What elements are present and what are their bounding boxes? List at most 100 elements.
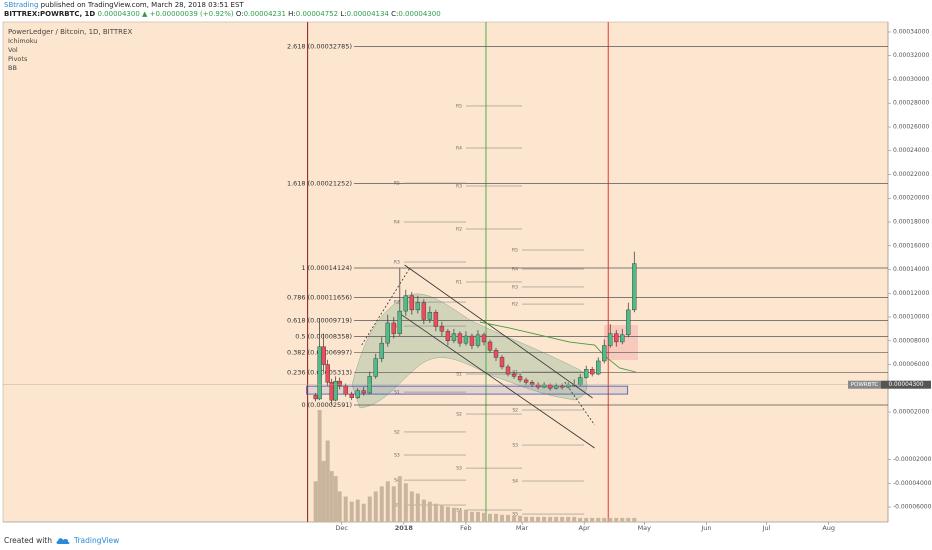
- volume-bar: [439, 505, 444, 522]
- candle-body: [403, 295, 409, 312]
- candle-body: [397, 310, 403, 334]
- volume-bar: [584, 517, 589, 522]
- volume-bar: [333, 476, 338, 522]
- candle-body: [457, 333, 463, 344]
- pivot-label: S1: [394, 390, 400, 396]
- candle-body: [333, 380, 338, 401]
- trendline: [564, 381, 595, 426]
- pivot-label: S4: [512, 479, 518, 485]
- volume-bar: [321, 460, 326, 522]
- volume-bar: [596, 517, 601, 522]
- pivot-label: S1: [512, 370, 518, 376]
- y-tick-label: 0.00028000: [893, 100, 929, 107]
- y-tick-label: 0.00016000: [893, 242, 929, 249]
- y-tick-label: 0.00020000: [893, 195, 929, 202]
- y-tick-label: -0.00006000: [893, 504, 932, 511]
- y-tick-label: 0.00026000: [893, 123, 929, 130]
- last-price: 0.00004300: [97, 10, 140, 18]
- candle-body: [608, 333, 613, 346]
- pivot-label: R5: [456, 103, 462, 109]
- volume-bar: [487, 513, 492, 522]
- volume-bar: [542, 516, 547, 522]
- ohlc-value: 0.00004300: [398, 10, 441, 18]
- candle-body: [313, 395, 318, 400]
- pivot-label: R1: [394, 324, 400, 330]
- pivot-label: S2: [394, 429, 400, 435]
- volume-bar: [536, 516, 541, 522]
- candle-body: [433, 312, 439, 327]
- ohlc-label: O:: [235, 10, 244, 18]
- ohlc-label: L:: [340, 10, 347, 18]
- y-tick-label: 0.00006000: [893, 361, 929, 368]
- candle-body: [337, 380, 342, 387]
- pivot-label: R3: [512, 284, 518, 290]
- legend-item: BB: [8, 64, 17, 72]
- fib-label: 2.618 (0.00032785): [287, 42, 352, 50]
- volume-bar: [614, 517, 619, 522]
- y-tick-label: 0.00014000: [893, 266, 929, 273]
- y-tick-label: 0.00032000: [893, 52, 929, 59]
- candle-body: [553, 385, 559, 389]
- y-tick-label: 0.00018000: [893, 219, 929, 226]
- candle-body: [529, 382, 535, 385]
- candle-body: [409, 295, 415, 311]
- y-tick-label: 0.00022000: [893, 171, 929, 178]
- pivot-label: S3: [512, 443, 518, 449]
- volume-bar: [385, 481, 390, 522]
- volume-bar: [554, 516, 559, 522]
- volume-bar: [451, 507, 456, 522]
- volume-bar: [379, 486, 384, 522]
- volume-bar: [433, 503, 438, 522]
- candle-body: [614, 333, 619, 343]
- candle-body: [517, 376, 523, 381]
- candle-body: [505, 366, 511, 375]
- volume-bar: [548, 516, 553, 522]
- fib-label: 0.786 (0.00011656): [287, 293, 352, 301]
- logo: [56, 538, 70, 544]
- legend-item: Ichimoku: [8, 37, 37, 45]
- ohlc-value: 0.00004231: [243, 10, 286, 18]
- symbol: BITTREX:POWRBTC, 1D: [4, 10, 96, 18]
- volume-bar: [397, 476, 402, 522]
- x-tick-label: Dec: [335, 524, 348, 532]
- candle-body: [329, 382, 334, 401]
- y-tick-label: 0.00012000: [893, 290, 929, 297]
- author: SBtrading: [4, 1, 39, 9]
- volume-bar: [632, 517, 637, 522]
- candle-body: [361, 390, 366, 394]
- trendline: [361, 268, 410, 346]
- volume-bar: [530, 516, 535, 522]
- support-zone: [306, 385, 629, 395]
- pivot-label: R4: [456, 146, 462, 152]
- volume-bar: [463, 509, 468, 522]
- pivot-label: S3: [394, 453, 400, 459]
- pivot-label: S2: [512, 408, 518, 414]
- candle-body: [469, 335, 475, 346]
- candle-body: [379, 342, 384, 359]
- published: published on TradingView.com, March 28, …: [40, 1, 244, 9]
- pivot-label: R2: [512, 302, 518, 308]
- pivot-label: S5: [394, 503, 400, 509]
- y-tick-label: -0.00002000: [893, 456, 932, 463]
- candle-body: [421, 302, 427, 320]
- pivot-label: S2: [456, 412, 462, 418]
- candle-body: [373, 358, 378, 377]
- volume-bar: [620, 517, 625, 522]
- volume-bar: [608, 517, 613, 522]
- y-tick-label: 0.00034000: [893, 28, 929, 35]
- volume-bar: [391, 486, 396, 522]
- y-tick-label: -0.00004000: [893, 480, 932, 487]
- pivot-label: R1: [456, 279, 462, 285]
- volume-bar: [415, 493, 420, 522]
- brand: TradingView: [73, 536, 120, 545]
- volume-bar: [566, 516, 571, 522]
- volume-bar: [481, 512, 486, 522]
- candle-body: [415, 302, 421, 311]
- volume-bar: [578, 517, 583, 522]
- fib-label: 1 (0.00014124): [301, 264, 352, 272]
- pivot-label: S4: [394, 478, 400, 484]
- volume-bar: [427, 501, 432, 522]
- plot-area: [2, 21, 889, 523]
